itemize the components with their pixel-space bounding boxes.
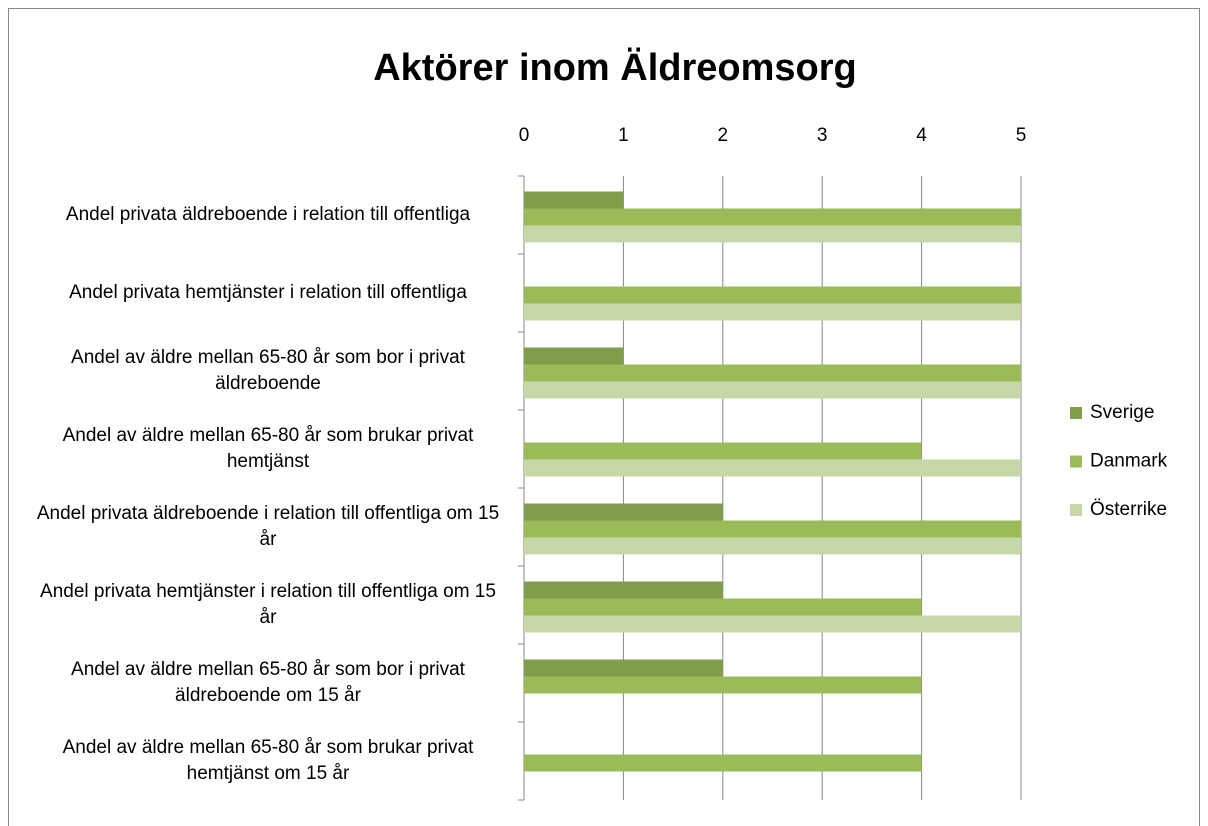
label-line: Andel privata äldreboende i relation til… [37,503,499,524]
y-tick-label: Andel privata äldreboende i relation til… [66,204,471,225]
legend-label: Danmark [1090,451,1168,472]
bar [524,615,1021,633]
bar [524,286,1021,304]
label-line: hemtjänst [227,451,310,472]
bar [524,208,1021,226]
bar [524,581,723,599]
chart-frame [8,8,1200,826]
y-tick-label: Andel privata hemtjänster i relation til… [69,282,467,303]
label-line: Andel av äldre mellan 65-80 år som bor i… [71,659,466,680]
bar [524,381,1021,399]
bar [524,537,1021,555]
label-line: äldreboende [215,373,321,394]
bar [524,191,624,209]
label-line: hemtjänst om 15 år [187,763,350,784]
y-tick-label: Andel privata hemtjänster i relation til… [40,581,496,628]
chart-title: Aktörer inom Äldreomsorg [373,46,857,89]
y-tick-label: Andel av äldre mellan 65-80 år som bor i… [71,659,466,706]
label-line: Andel privata hemtjänster i relation til… [69,282,467,303]
legend-label: Österrike [1090,499,1167,520]
label-line: år [260,607,278,628]
x-tick-label: 4 [916,125,927,146]
bar [524,225,1021,243]
label-line: Andel av äldre mellan 65-80 år som bruka… [63,737,475,758]
legend-swatch [1070,455,1082,468]
y-tick-label: Andel av äldre mellan 65-80 år som bruka… [63,425,475,472]
x-tick-label: 2 [718,125,729,146]
legend-swatch [1070,504,1082,516]
x-tick-label: 3 [817,125,828,146]
label-line: äldreboende om 15 år [175,685,362,706]
x-tick-label: 1 [618,125,629,146]
bar [524,503,723,521]
x-tick-label: 0 [519,125,530,146]
label-line: år [260,529,278,550]
legend-swatch [1070,407,1082,419]
y-tick-label: Andel privata äldreboende i relation til… [37,503,499,550]
bar [524,303,1021,321]
bar [524,520,1021,538]
y-tick-label: Andel av äldre mellan 65-80 år som bor i… [71,347,466,394]
y-tick-label: Andel av äldre mellan 65-80 år som bruka… [63,737,475,784]
label-line: Andel av äldre mellan 65-80 år som bruka… [63,425,475,446]
label-line: Andel privata äldreboende i relation til… [66,204,471,225]
bar [524,598,922,616]
bar [524,676,922,694]
bar [524,459,1021,477]
bar [524,754,922,772]
bar [524,364,1021,382]
bar [524,347,624,365]
label-line: Andel privata hemtjänster i relation til… [40,581,496,602]
x-tick-label: 5 [1016,125,1027,146]
bar [524,659,723,677]
label-line: Andel av äldre mellan 65-80 år som bor i… [71,347,466,368]
bar [524,442,922,460]
legend-label: Sverige [1090,402,1154,423]
